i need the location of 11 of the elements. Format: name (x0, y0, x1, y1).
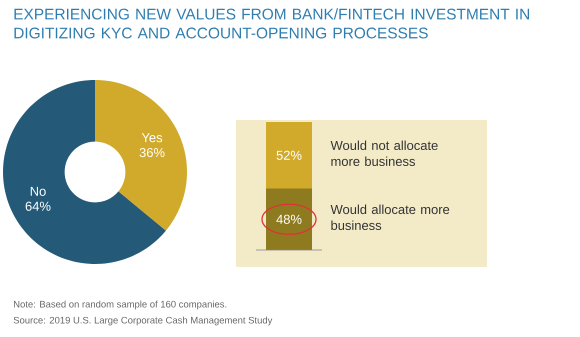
series-label: Would not allocate more business (330, 140, 438, 166)
data-label: 64% (26, 202, 50, 211)
text: Note: Based on random sample of 160 companies. (14, 300, 226, 310)
slice-label: Yes (142, 133, 162, 142)
source-note: Source: 2019 U.S. Large Corporate Cash Management Study (14, 316, 272, 326)
text: EXPERIENCING NEW VALUES FROM BANK/FINTECH INVESTMENT IN DIGITIZING KYC AND ACCOUNT-OPENING PROCESSES (14, 8, 530, 38)
series-label: Would allocate more business (330, 204, 450, 230)
data-label: 52% (276, 150, 302, 160)
slice-label: No (30, 186, 46, 196)
data-label: 48% (276, 214, 302, 224)
data-label: 36% (140, 148, 165, 158)
